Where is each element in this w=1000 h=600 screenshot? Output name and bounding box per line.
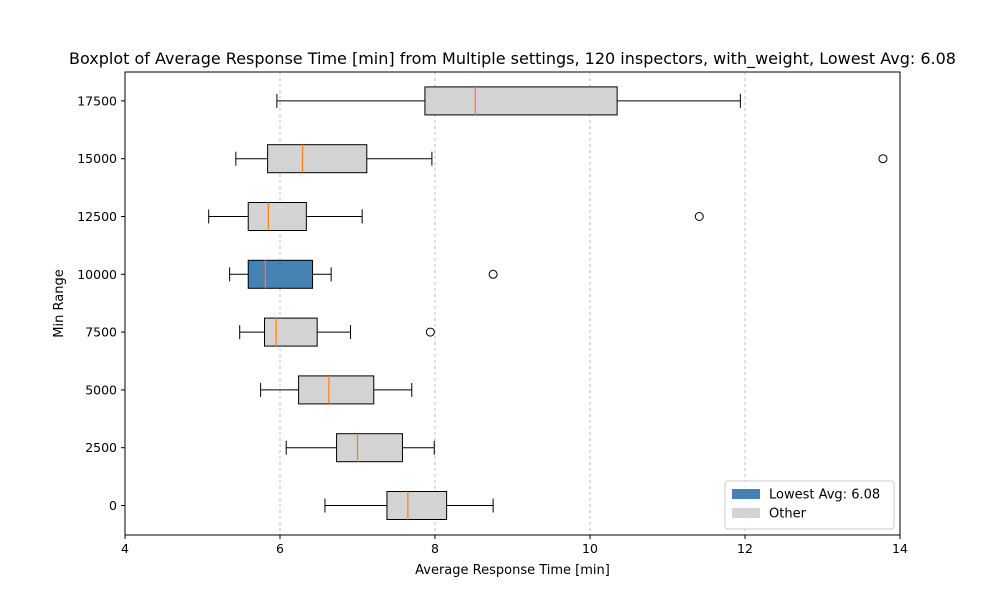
legend-swatch-0	[732, 489, 760, 499]
y-tick-label-1: 2500	[85, 440, 117, 455]
iqr-box-10000	[247, 259, 314, 289]
x-tick-label-3: 10	[582, 541, 598, 556]
outlier-15000-0	[878, 154, 888, 164]
y-tick-label-2: 5000	[85, 382, 117, 397]
box-12500	[208, 202, 704, 231]
legend: Lowest Avg: 6.08 Other	[724, 480, 895, 530]
grid-lines	[279, 72, 746, 535]
legend-label-0: Lowest Avg: 6.08	[769, 488, 880, 503]
iqr-box-2500	[336, 433, 403, 463]
iqr-box-12500	[247, 202, 307, 231]
x-tick-label-0: 4	[121, 541, 129, 556]
plot-frame	[124, 71, 901, 536]
y-tick-label-4: 10000	[77, 267, 117, 282]
x-tick-label-2: 8	[431, 541, 439, 556]
y-tick-label-6: 15000	[77, 151, 117, 166]
boxes-layer	[208, 86, 888, 520]
outlier-10000-0	[488, 269, 498, 279]
box-5000	[260, 375, 413, 405]
iqr-box-7500	[264, 317, 318, 347]
box-0	[324, 491, 494, 520]
box-17500	[276, 86, 741, 116]
x-axis-label: Average Response Time [min]	[415, 563, 610, 578]
legend-label-1: Other	[769, 507, 807, 522]
y-tick-label-5: 12500	[77, 209, 117, 224]
x-tick-label-4: 12	[737, 541, 753, 556]
legend-swatch-1	[732, 508, 760, 518]
box-2500	[285, 433, 435, 463]
box-10000	[229, 259, 498, 289]
y-axis-label: Min Range	[52, 269, 67, 337]
y-tick-label-7: 17500	[77, 93, 117, 108]
iqr-box-15000	[267, 144, 368, 174]
x-axis-ticks: 4 6 8 10 12 14	[121, 535, 908, 556]
x-tick-label-5: 14	[892, 541, 908, 556]
box-7500	[239, 317, 435, 347]
box-15000	[235, 144, 888, 174]
y-tick-label-0: 0	[109, 498, 117, 513]
outlier-7500-0	[425, 327, 435, 337]
y-axis-ticks: 0 2500 5000 7500 10000 12500 15000 17500	[77, 93, 125, 513]
legend-frame	[724, 480, 895, 530]
x-tick-label-1: 6	[276, 541, 284, 556]
outlier-12500-0	[694, 212, 704, 221]
iqr-box-5000	[298, 375, 375, 405]
iqr-box-0	[386, 491, 448, 520]
chart-title: Boxplot of Average Response Time [min] f…	[69, 49, 956, 69]
y-tick-label-3: 7500	[85, 325, 117, 340]
iqr-box-17500	[424, 86, 618, 116]
